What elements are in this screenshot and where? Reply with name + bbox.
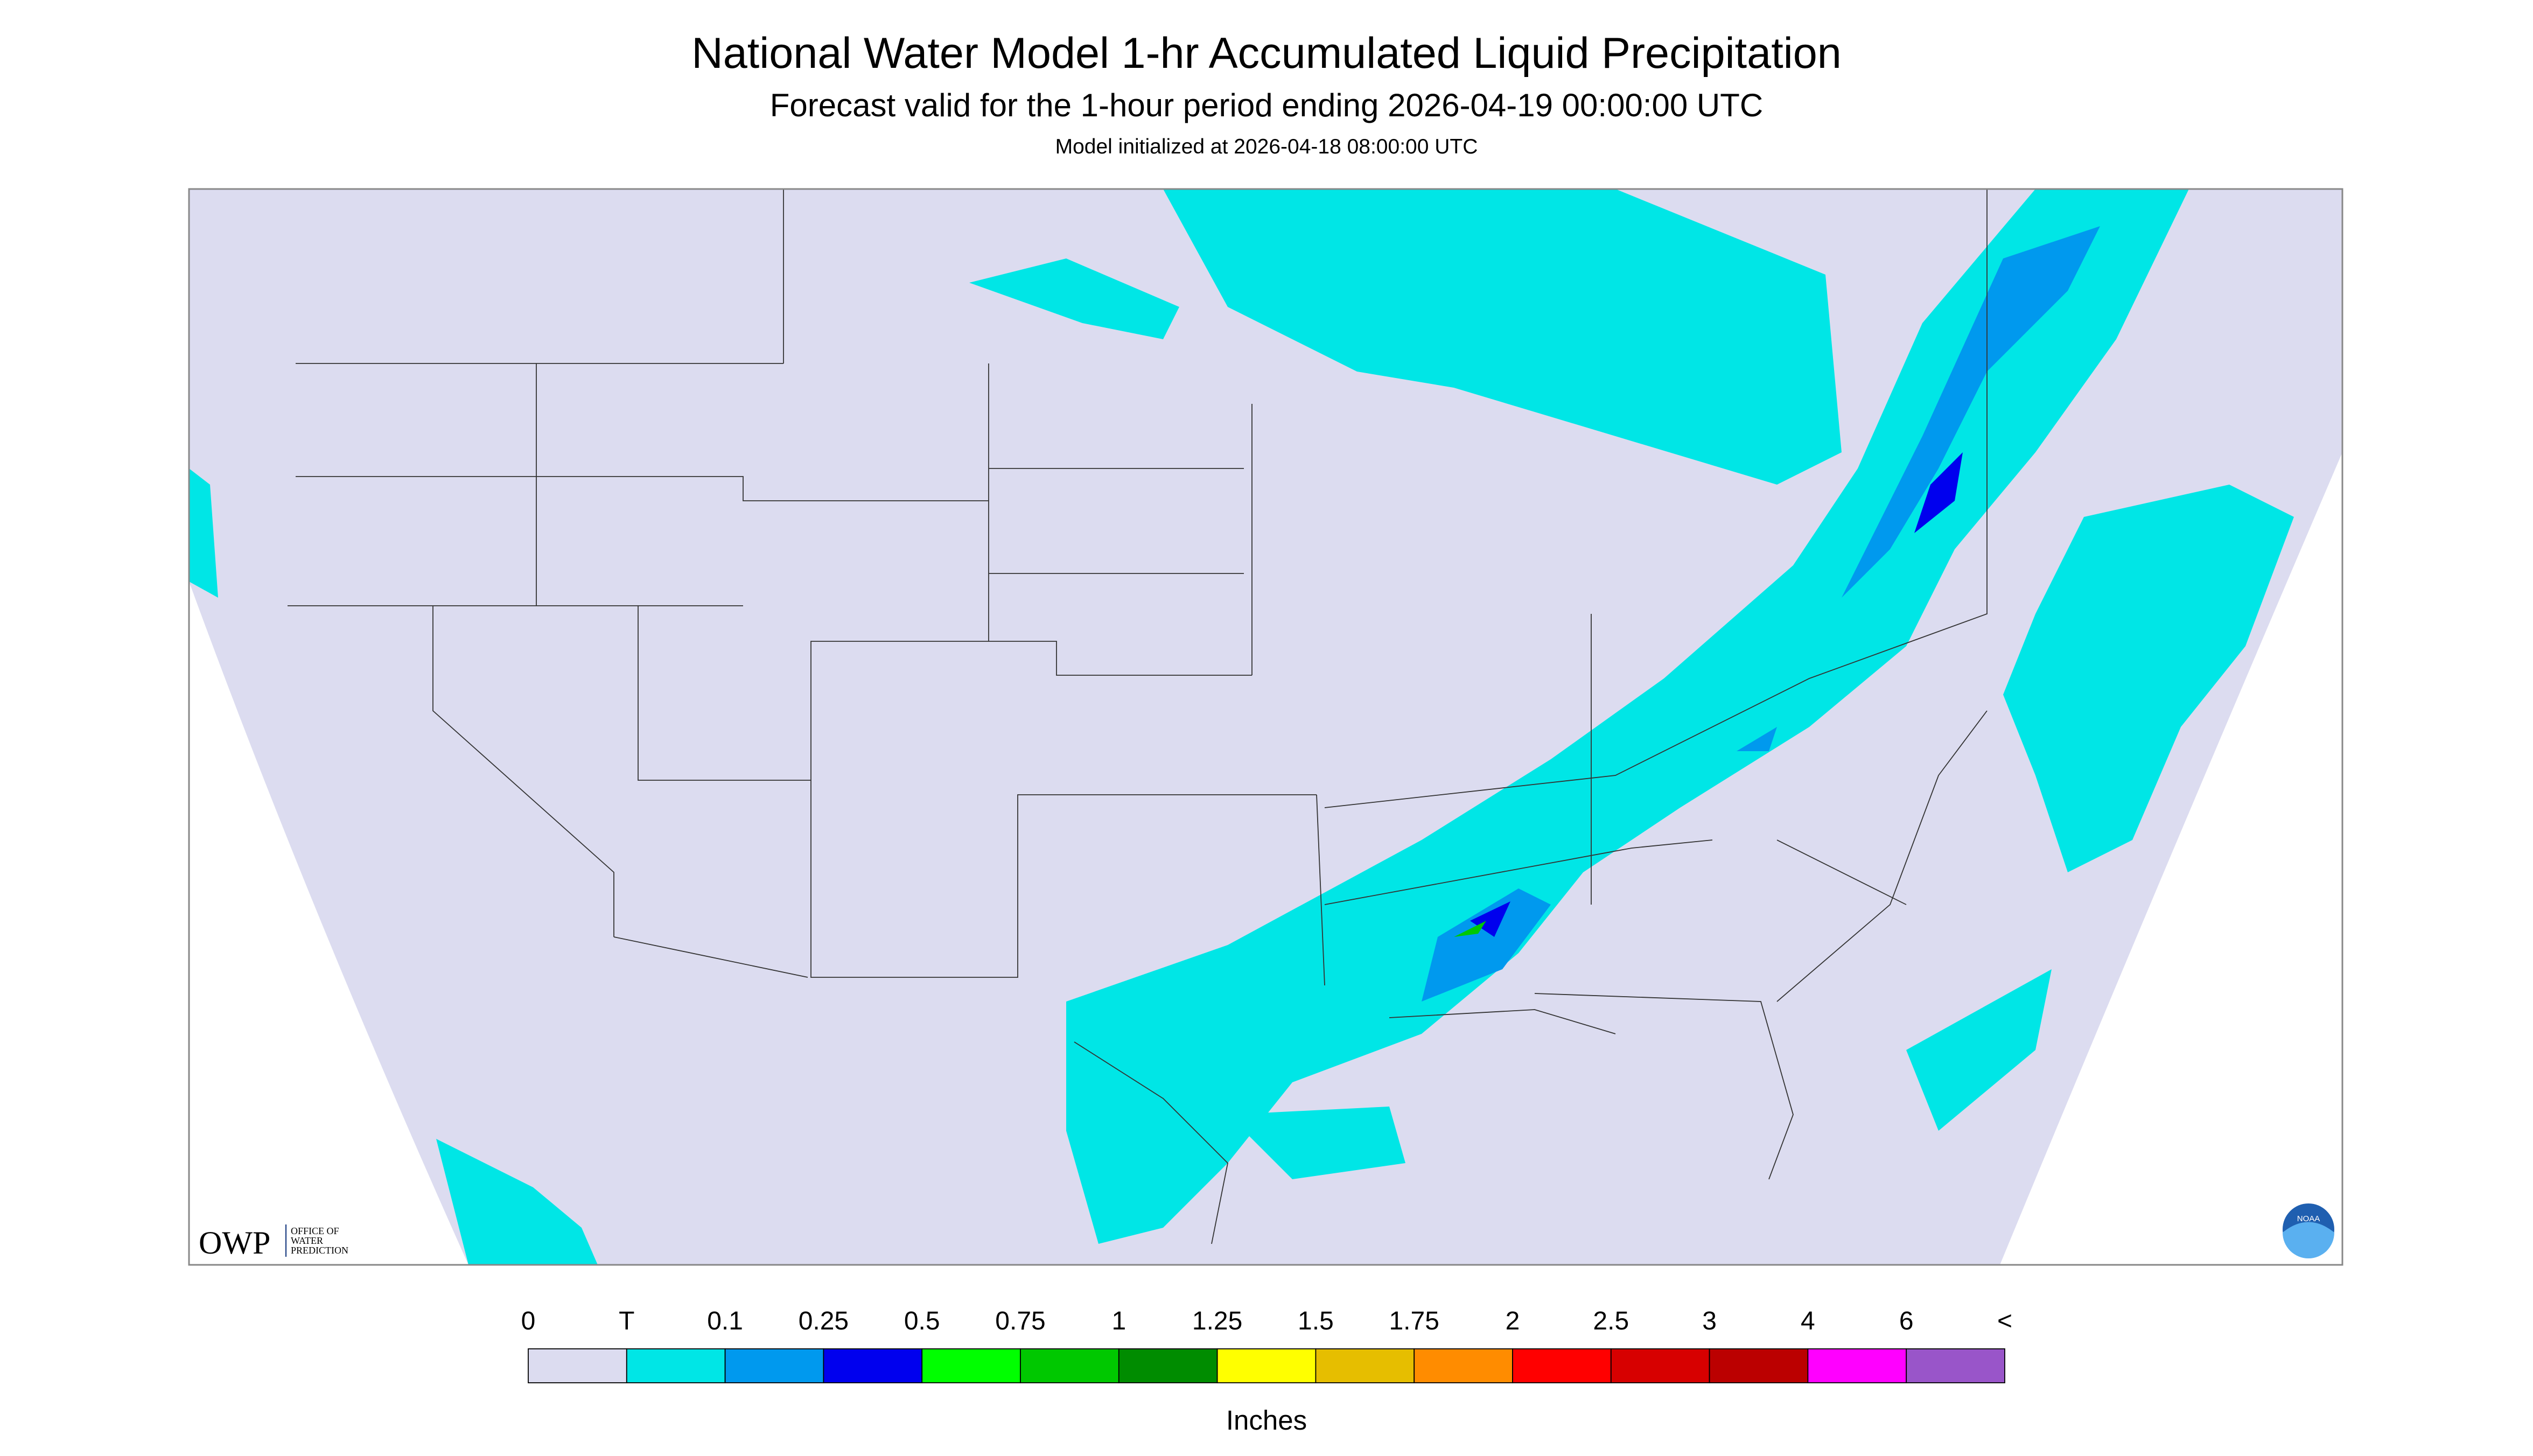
subtitle: Forecast valid for the 1-hour period end… bbox=[770, 87, 1763, 123]
precip-atl bbox=[1906, 969, 2052, 1131]
colorbar-label: < bbox=[1997, 1307, 2012, 1335]
colorbar-label: 1 bbox=[1111, 1307, 1126, 1335]
colorbar-label: 0.5 bbox=[904, 1307, 940, 1335]
colorbar-label: 0 bbox=[521, 1307, 536, 1335]
colorbar-label: 6 bbox=[1899, 1307, 1914, 1335]
precip-north bbox=[1163, 189, 1842, 485]
owp-line: WATER bbox=[291, 1235, 323, 1246]
colorbar-label: 0.75 bbox=[995, 1307, 1045, 1335]
precip-patch bbox=[969, 258, 1179, 340]
colorbar-label: 0.25 bbox=[799, 1307, 849, 1335]
colorbar-bin bbox=[1906, 1348, 2005, 1383]
colorbar-label: 1.75 bbox=[1389, 1307, 1439, 1335]
colorbar-bin bbox=[1216, 1348, 1317, 1383]
precip-streak bbox=[1842, 226, 2100, 598]
colorbar: 0 T 0.1 0.25 0.5 0.75 1 1.25 1.5 1.75 2 2.5 3 4 6 < bbox=[521, 1307, 2012, 1383]
colorbar-label: 0.1 bbox=[707, 1307, 743, 1335]
boundaries bbox=[288, 189, 1988, 1244]
colorbar-unit: Inches bbox=[1226, 1405, 1307, 1436]
precip-east bbox=[2003, 485, 2294, 873]
colorbar-bin bbox=[1118, 1348, 1218, 1383]
colorbar-label: 1.25 bbox=[1192, 1307, 1242, 1335]
colorbar-label: 2.5 bbox=[1593, 1307, 1629, 1335]
owp-logo: OWP bbox=[199, 1225, 270, 1261]
colorbar-label: 3 bbox=[1702, 1307, 1717, 1335]
colorbar-bin bbox=[921, 1348, 1021, 1383]
map: OWP OFFICE OF WATER PREDICTION NOAA bbox=[188, 188, 2343, 1266]
precip-moderate bbox=[1470, 452, 1963, 937]
precip-band bbox=[1066, 189, 2189, 1244]
colorbar-label: 2 bbox=[1506, 1307, 1520, 1335]
init-time: Model initialized at 2026-04-18 08:00:00… bbox=[1055, 135, 1478, 158]
colorbar-label: 4 bbox=[1801, 1307, 1815, 1335]
precip-light bbox=[1422, 226, 2100, 1002]
owp-line: OFFICE OF bbox=[291, 1226, 339, 1236]
precip-core bbox=[1914, 452, 1963, 534]
colorbar-label: T bbox=[619, 1307, 634, 1335]
colorbar-bin bbox=[1512, 1348, 1612, 1383]
colorbar-bin bbox=[1414, 1348, 1513, 1383]
noaa-wave bbox=[2283, 1222, 2334, 1259]
title: National Water Model 1-hr Accumulated Li… bbox=[691, 29, 1842, 78]
colorbar-bin bbox=[1610, 1348, 1710, 1383]
colorbar-bin bbox=[1807, 1348, 1907, 1383]
map-border bbox=[188, 188, 2343, 1266]
precip-sw bbox=[436, 1139, 598, 1265]
precip-heavy bbox=[1454, 921, 1486, 937]
precip-trace bbox=[189, 189, 2294, 1265]
precip-streak bbox=[1737, 727, 1777, 752]
colorbar-bin bbox=[1315, 1348, 1415, 1383]
precip-streak bbox=[1422, 888, 1551, 1002]
precip-core bbox=[1470, 901, 1510, 937]
owp-line: PREDICTION bbox=[291, 1245, 348, 1256]
colorbar-bin bbox=[1709, 1348, 1809, 1383]
colorbar-bin bbox=[626, 1348, 726, 1383]
colorbar-bin bbox=[1020, 1348, 1119, 1383]
colorbar-bin bbox=[724, 1348, 824, 1383]
precip-west bbox=[189, 468, 218, 598]
colorbar-bin bbox=[528, 1348, 627, 1383]
colorbar-label: 1.5 bbox=[1298, 1307, 1334, 1335]
colorbar-bin bbox=[823, 1348, 923, 1383]
noaa-text: NOAA bbox=[2297, 1214, 2320, 1223]
precip-gulf bbox=[1228, 1107, 1405, 1180]
